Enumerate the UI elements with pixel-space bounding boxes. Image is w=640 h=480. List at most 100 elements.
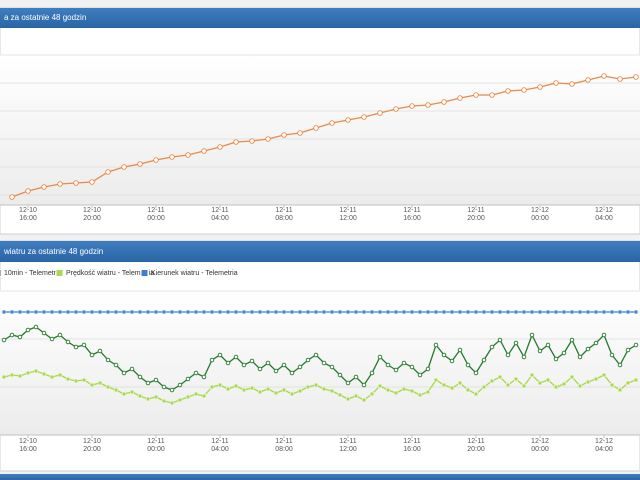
data-point xyxy=(577,354,583,360)
data-point xyxy=(50,375,55,380)
x-tick-label: 12-12 04:00 xyxy=(595,207,613,222)
data-point xyxy=(538,381,543,386)
data-point xyxy=(514,377,519,382)
x-tick-label: 12-11 00:00 xyxy=(147,207,165,222)
data-point xyxy=(313,352,319,358)
data-point xyxy=(41,330,47,336)
data-point xyxy=(273,368,279,374)
data-point xyxy=(193,370,199,376)
data-point xyxy=(546,310,551,315)
x-tick-label: 12-11 16:00 xyxy=(403,438,421,453)
data-point xyxy=(97,348,103,354)
data-point xyxy=(306,385,311,390)
data-point xyxy=(201,148,207,154)
data-point xyxy=(522,310,527,315)
data-point xyxy=(441,99,447,105)
data-point xyxy=(338,310,343,315)
data-point xyxy=(9,310,14,315)
data-point xyxy=(425,102,431,108)
data-point xyxy=(505,352,511,358)
data-point xyxy=(433,342,439,348)
data-point xyxy=(233,139,239,145)
data-point xyxy=(73,310,78,315)
data-point xyxy=(626,310,631,315)
data-point xyxy=(562,310,567,315)
data-point xyxy=(113,362,119,368)
data-point xyxy=(65,310,70,315)
data-point xyxy=(153,395,158,400)
chart-title: wiatru za ostatnie 48 godzin xyxy=(3,247,103,256)
data-point xyxy=(354,394,359,399)
legend-label: 10min - Telemetria xyxy=(4,270,62,277)
data-point xyxy=(545,342,551,348)
x-tick-label: 12-11 12:00 xyxy=(339,207,357,222)
data-point xyxy=(25,327,31,333)
data-point xyxy=(265,136,271,142)
chart-title: a za ostatnie 48 godzin xyxy=(4,13,86,22)
data-point xyxy=(394,310,399,315)
data-point xyxy=(338,393,343,398)
data-point xyxy=(17,334,23,340)
data-point xyxy=(578,384,583,389)
data-point xyxy=(217,144,223,150)
data-point xyxy=(529,332,535,338)
data-point xyxy=(530,310,535,315)
x-tick-label: 12-12 04:00 xyxy=(595,438,613,453)
data-point xyxy=(626,381,631,386)
data-point xyxy=(617,76,623,82)
x-tick-label: 12-11 12:00 xyxy=(339,438,357,453)
data-point xyxy=(298,310,303,315)
data-point xyxy=(201,394,206,399)
data-point xyxy=(330,310,335,315)
legend-label: Kierunek wiatru - Telemetria xyxy=(151,270,238,277)
data-point xyxy=(121,164,127,170)
data-point xyxy=(225,310,230,315)
data-point xyxy=(570,310,575,315)
data-point xyxy=(530,373,535,378)
data-point xyxy=(105,357,111,363)
data-point xyxy=(450,310,455,315)
series-line xyxy=(11,75,637,198)
data-point xyxy=(129,390,134,395)
data-point xyxy=(201,374,207,380)
data-point xyxy=(482,310,487,315)
data-point xyxy=(409,103,415,109)
data-point xyxy=(585,77,591,83)
data-point xyxy=(386,388,391,393)
data-point xyxy=(26,371,31,376)
data-point xyxy=(490,310,495,315)
data-point xyxy=(137,161,143,167)
data-point xyxy=(217,310,222,315)
data-point xyxy=(345,380,351,386)
data-point xyxy=(258,390,263,395)
panel-header xyxy=(0,241,640,262)
data-point xyxy=(505,88,511,94)
data-point xyxy=(537,84,543,90)
data-point xyxy=(89,383,94,388)
data-point xyxy=(306,310,311,315)
data-point xyxy=(498,375,503,380)
data-point xyxy=(617,362,623,368)
data-point xyxy=(161,399,166,404)
data-point xyxy=(393,367,399,373)
data-point xyxy=(161,384,167,390)
data-point xyxy=(42,372,47,377)
data-point xyxy=(521,354,527,360)
data-point xyxy=(233,384,238,389)
data-point xyxy=(377,354,383,360)
data-point xyxy=(281,362,287,368)
data-point xyxy=(225,387,230,392)
data-point xyxy=(345,117,351,123)
data-point xyxy=(569,81,575,87)
data-point xyxy=(282,310,287,315)
data-point xyxy=(586,380,591,385)
x-tick-label: 12-10 20:00 xyxy=(83,438,101,453)
data-point xyxy=(1,337,7,343)
data-point xyxy=(513,340,519,346)
data-point xyxy=(554,385,559,390)
data-point xyxy=(569,337,575,343)
data-point xyxy=(482,385,487,390)
data-point xyxy=(361,382,367,388)
data-point xyxy=(474,392,479,397)
